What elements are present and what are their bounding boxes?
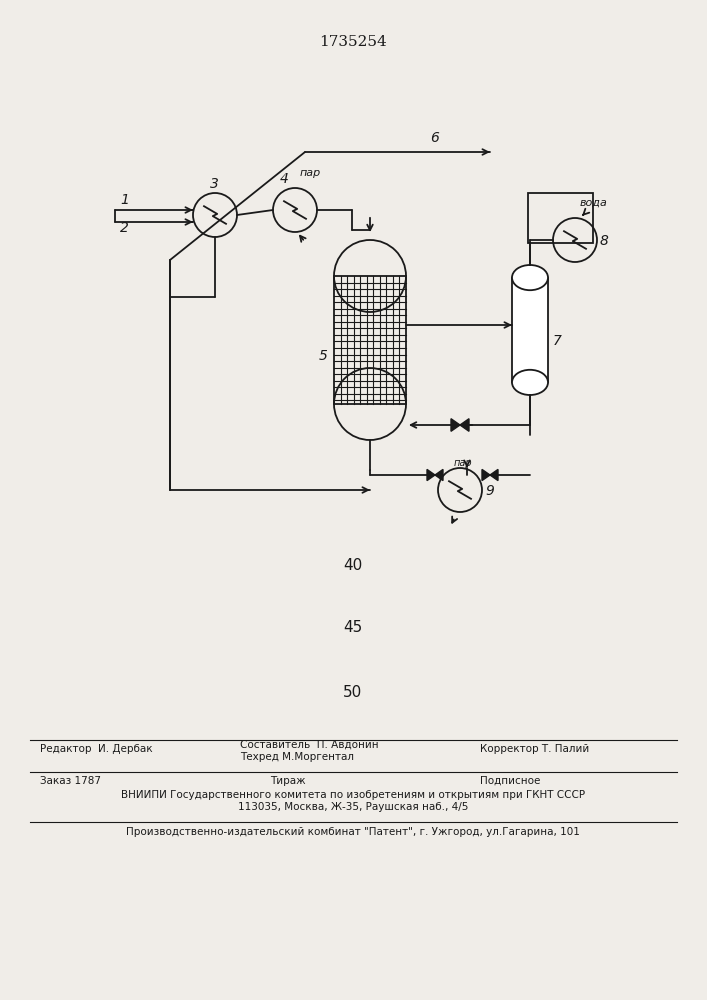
Bar (334, 276, 406, 404)
Text: пар: пар (300, 168, 321, 178)
Text: Техред М.Моргентал: Техред М.Моргентал (240, 752, 354, 762)
Text: 9: 9 (485, 484, 494, 498)
Text: Редактор  И. Дербак: Редактор И. Дербак (40, 744, 153, 754)
Polygon shape (427, 469, 435, 481)
Text: 6: 6 (430, 131, 439, 145)
Text: 50: 50 (344, 685, 363, 700)
Bar (512, 278, 548, 382)
Polygon shape (460, 419, 469, 431)
Polygon shape (435, 469, 443, 481)
Ellipse shape (512, 265, 548, 290)
Text: 4: 4 (280, 172, 289, 186)
Text: 1: 1 (120, 193, 129, 207)
Text: 3: 3 (210, 177, 219, 191)
Text: 113035, Москва, Ж-35, Раушская наб., 4/5: 113035, Москва, Ж-35, Раушская наб., 4/5 (238, 802, 468, 812)
Text: 40: 40 (344, 558, 363, 573)
Text: 1735254: 1735254 (319, 35, 387, 49)
Polygon shape (451, 419, 460, 431)
Text: Подписное: Подписное (480, 776, 540, 786)
Text: 2: 2 (120, 221, 129, 235)
Text: Корректор Т. Палий: Корректор Т. Палий (480, 744, 589, 754)
Text: вода: вода (580, 198, 608, 208)
Bar (528, 193, 593, 243)
Text: 45: 45 (344, 620, 363, 635)
Text: 5: 5 (319, 349, 328, 363)
Text: Заказ 1787: Заказ 1787 (40, 776, 101, 786)
Ellipse shape (512, 370, 548, 395)
Text: Составитель  П. Авдонин: Составитель П. Авдонин (240, 740, 379, 750)
Text: пар: пар (454, 458, 472, 468)
Polygon shape (490, 469, 498, 481)
Text: Тираж: Тираж (270, 776, 305, 786)
Polygon shape (482, 469, 490, 481)
Text: 8: 8 (600, 234, 609, 248)
Text: ВНИИПИ Государственного комитета по изобретениям и открытиям при ГКНТ СССР: ВНИИПИ Государственного комитета по изоб… (121, 790, 585, 800)
Text: 7: 7 (553, 334, 562, 348)
Text: Производственно-издательский комбинат "Патент", г. Ужгород, ул.Гагарина, 101: Производственно-издательский комбинат "П… (126, 827, 580, 837)
